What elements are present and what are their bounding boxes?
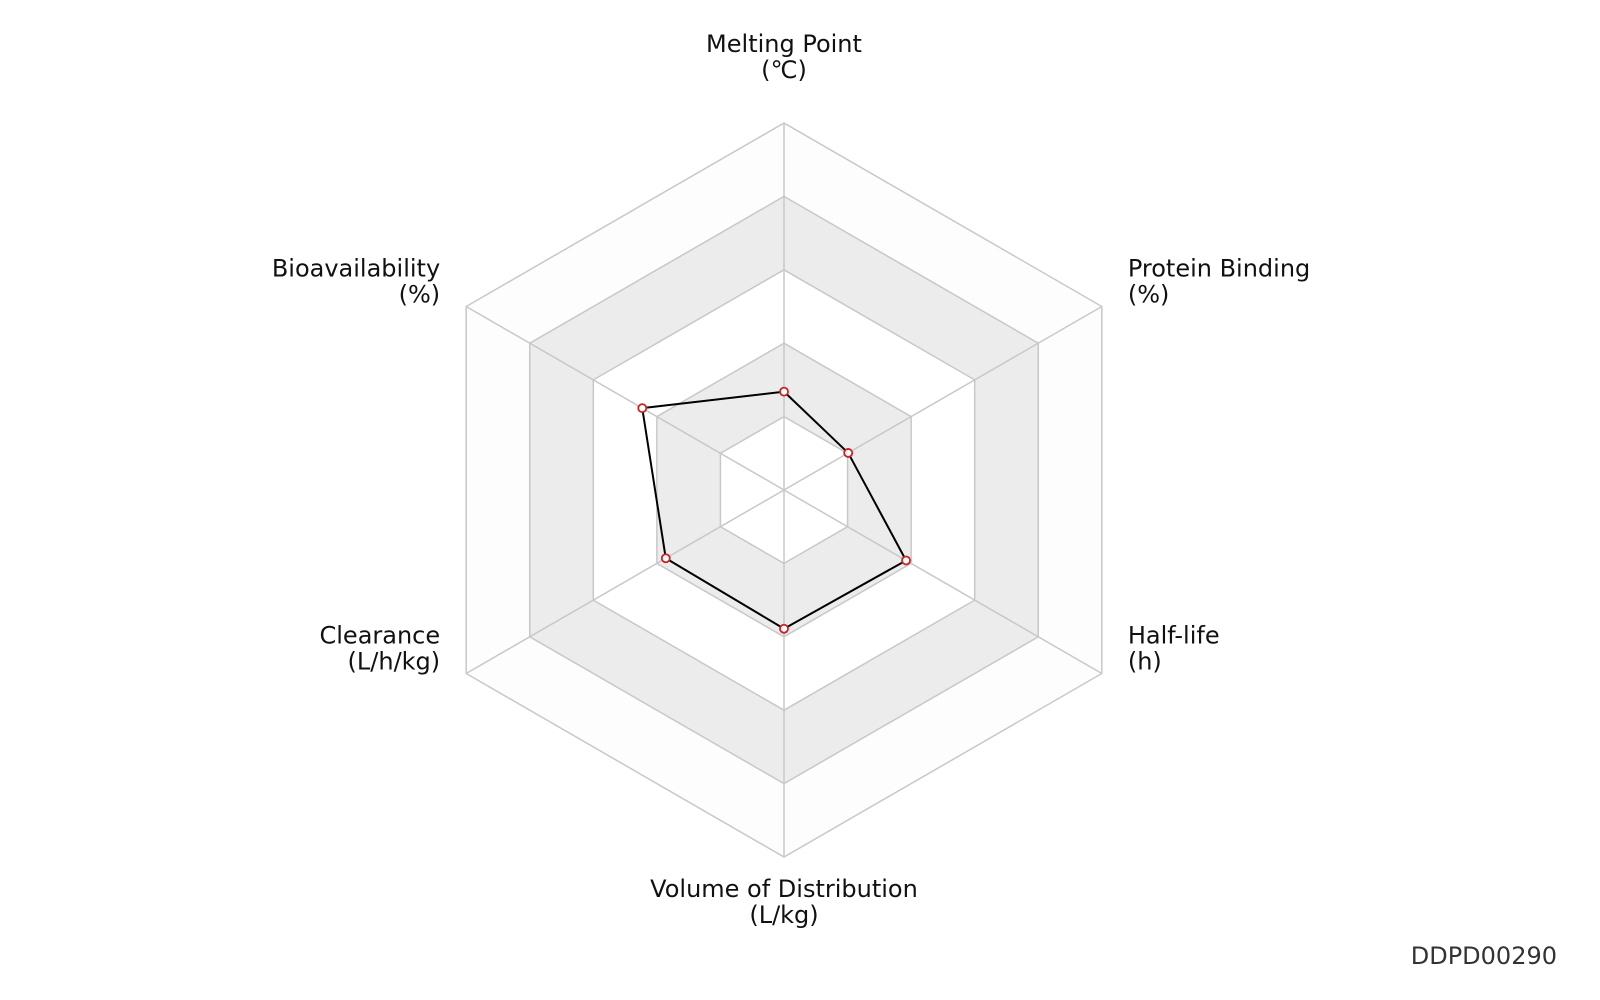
axis-spoke	[783, 489, 1103, 675]
axis-unit: (L/kg)	[749, 901, 818, 929]
compound-id: DDPD00290	[1411, 942, 1557, 970]
axis-label: Half-life	[1128, 622, 1220, 650]
axis-spoke	[465, 305, 785, 491]
data-point	[779, 386, 789, 397]
axis-unit: (%)	[399, 281, 441, 309]
axis-unit: (℃)	[761, 56, 807, 84]
data-point	[637, 403, 648, 414]
axis-label: Bioavailability	[272, 255, 440, 283]
axis-spoke	[783, 305, 1103, 491]
data-point	[901, 555, 911, 566]
axis-unit: (h)	[1128, 648, 1162, 676]
axis-unit: (%)	[1128, 281, 1170, 309]
data-point	[779, 623, 789, 634]
axis-label: Melting Point	[706, 30, 862, 58]
data-point	[843, 448, 854, 458]
axis-spoke	[465, 489, 785, 675]
axis-label: Protein Binding	[1128, 255, 1310, 283]
axis-label: Clearance	[320, 622, 441, 650]
data-point	[660, 553, 671, 564]
axis-label: Volume of Distribution	[650, 875, 918, 903]
axis-unit: (L/h/kg)	[348, 648, 441, 676]
